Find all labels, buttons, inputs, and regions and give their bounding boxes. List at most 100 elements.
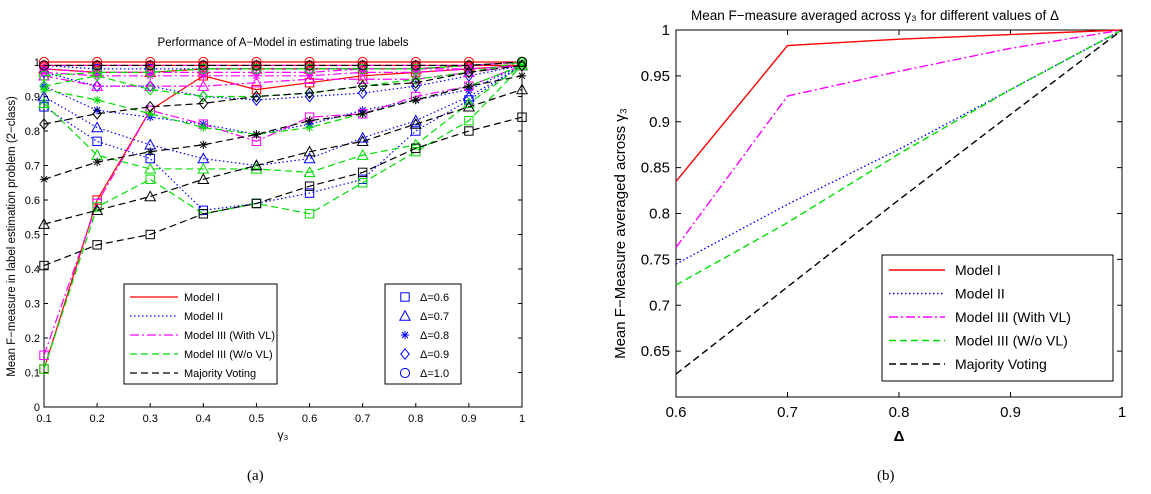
chart-b-x-tick-label: 1 [1118,404,1126,421]
chart-a-x-tick-label: 0.8 [408,413,423,425]
chart-a-legend-label: Δ=1.0 [420,368,449,380]
chart-a-data-point [357,80,368,93]
chart-a-data-point [198,209,209,219]
chart-a-legend-deltas-box [384,283,462,385]
chart-a-data-point [409,117,422,129]
chart-a-data-point [357,62,368,75]
chart-a-data-point [91,79,104,91]
chart-a-data-point [304,209,315,219]
chart-a-data-point [38,97,51,109]
chart-a-data-point [146,109,155,118]
chart-a-legend-label: Model III (With VL) [184,330,275,342]
chart-a-y-tick-label: 0.8 [25,126,40,138]
chart-a-series-line [43,64,523,73]
chart-b-x-tick-label: 0.8 [889,404,910,421]
chart-a-data-point [517,71,527,80]
chart-a-data-point [357,60,368,71]
chart-a-legend-marker [399,367,411,379]
chart-a-data-point [410,63,421,75]
chart-a-legend-marker [398,309,412,321]
star-marker-stroke [465,82,473,90]
chart-a-data-point [411,126,421,136]
chart-a-data-point [198,60,209,71]
chart-a-legend-marker [400,348,410,360]
chart-a-data-point [464,81,474,91]
chart-b-legend-label: Model I [955,262,1001,278]
chart-a-series-group [38,56,528,374]
chart-a-data-point [462,97,475,109]
chart-a-data-point [464,62,474,75]
chart-a-data-point [303,166,316,178]
chart-a-data-point [464,66,474,79]
chart-a-data-point [39,118,49,131]
chart-b: 0.6 0.7 0.8 0.9 1 0.65 0.7 0.75 0.8 0.85 0.9 0.95 1 M… [612,8,1126,445]
chart-a-legend-label: Model III (W/o VL) [184,349,273,361]
chart-a-data-point [39,364,49,374]
chart-b-y-tick-label: 1 [662,22,670,39]
chart-a-y-tick-label: 0.7 [25,161,40,173]
chart-b-y-tick-label: 0.85 [641,160,670,177]
chart-b-series-line [675,29,1123,286]
star-marker-stroke [412,96,420,104]
chart-a-data-point [92,106,102,115]
chart-a-data-point [409,114,422,126]
chart-b-series-line [675,29,1123,182]
chart-a-legend-label: Δ=0.8 [420,330,449,342]
chart-a-data-point [411,143,421,153]
chart-a-data-point [144,79,157,91]
chart-a-data-point [358,109,367,118]
chart-a-data-point [39,260,49,271]
chart-a-data-point [145,80,156,93]
chart-b-legend-label: Model III (With VL) [955,309,1071,325]
star-marker-stroke [306,72,313,80]
chart-a-data-point [517,112,527,122]
chart-b-y-label: Mean F−Measure averaged across γ₃ [612,108,629,359]
chart-a-data-point [251,198,262,209]
star-marker-stroke [359,68,367,76]
chart-a-data-point [146,147,155,156]
chart-a-series-line [43,61,523,77]
chart-a-data-point [251,59,262,72]
chart-a-legend-label: Δ=0.9 [420,349,449,361]
chart-a-series-line [43,116,523,267]
chart-a-data-point [410,76,421,89]
star-marker-stroke [199,72,207,80]
chart-a-data-point [356,148,369,160]
chart-a-data-point [197,173,210,184]
caption-a: (a) [247,468,264,484]
chart-a-data-point [356,135,369,147]
chart-a-x-tick-label: 0.9 [461,413,476,425]
chart-a-data-point [198,90,209,103]
chart-a-data-point [357,167,368,178]
chart-a-y-tick-label: 0.9 [25,92,40,104]
star-marker-stroke [93,106,101,114]
star-marker-stroke [146,148,154,156]
chart-a-data-point [92,67,103,78]
chart-a-data-point [92,80,102,93]
chart-a-data-point [198,66,209,79]
chart-a: 0.1 0.2 0.3 0.4 0.5 0.6 0.7 0.8 0.9 100.10.20.30.… [6,37,528,442]
chart-a-data-point [145,100,156,113]
chart-a-x-tick-label: 0.5 [249,413,264,425]
chart-a-data-point [199,71,208,80]
chart-a-data-point [357,87,368,100]
chart-a-data-point [515,83,528,95]
chart-a-data-point [305,71,314,80]
chart-a-data-point [304,63,315,75]
chart-a-data-point [92,66,102,79]
chart-b-series-line [675,29,1123,375]
chart-a-data-point [145,59,156,72]
chart-a-data-point [92,157,102,167]
chart-a-data-point [462,100,475,112]
chart-a-data-point [304,87,315,100]
chart-a-series-line [43,64,523,167]
chart-a-data-point [199,140,208,149]
chart-b-y-tick-label: 0.8 [649,206,670,223]
chart-b-series-group [675,29,1123,375]
chart-a-data-point [199,123,208,132]
chart-b-legend: Model I Model II Model III (With VL) Model … [881,254,1114,382]
chart-a-data-point [304,66,315,79]
star-marker-stroke [253,72,260,80]
chart-a-data-point [39,175,49,184]
